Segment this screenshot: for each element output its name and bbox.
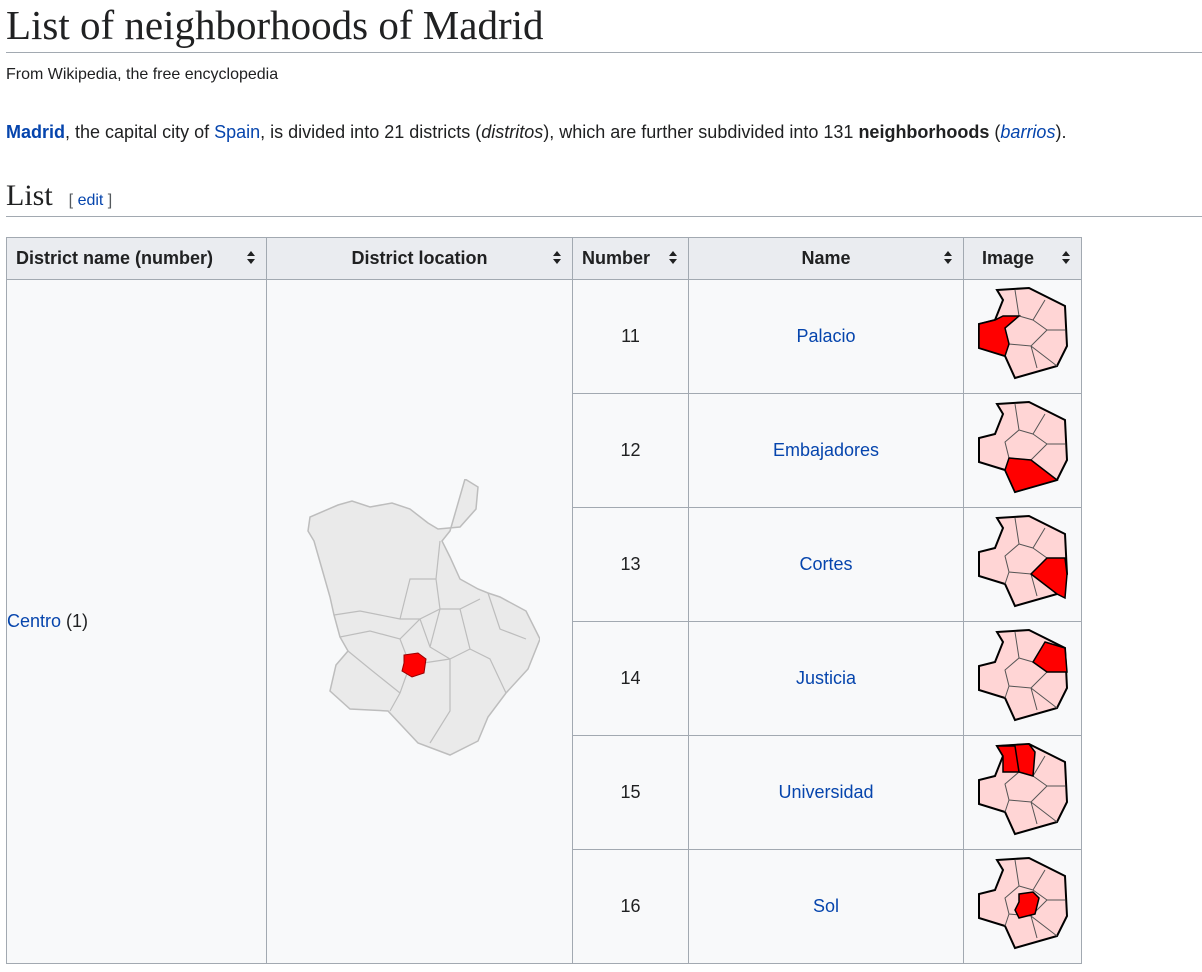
district-location-cell (266, 279, 573, 964)
page-title: List of neighborhoods of Madrid (6, 0, 1202, 53)
edit-bracket-open: [ (68, 192, 78, 209)
sort-arrows-icon[interactable] (943, 251, 953, 265)
section-heading-text: List (6, 179, 53, 212)
header-location[interactable]: District location (266, 237, 573, 280)
header-name-label: Name (801, 248, 851, 268)
neighborhood-name-cell: Cortes (688, 507, 964, 622)
neighborhood-map-icon[interactable] (975, 742, 1071, 838)
neighborhood-link[interactable]: Embajadores (772, 440, 880, 460)
edit-link[interactable]: edit (77, 192, 104, 209)
district-cell: Centro (1) (6, 279, 267, 964)
header-number[interactable]: Number (572, 237, 689, 280)
header-image[interactable]: Image (963, 237, 1082, 280)
intro-neighborhoods: neighborhoods (858, 122, 990, 142)
neighborhood-image-cell (963, 279, 1082, 394)
district-number: (1) (61, 611, 89, 631)
sort-arrows-icon[interactable] (668, 251, 678, 265)
header-district-label: District name (number) (16, 248, 214, 268)
edit-bracket-close: ] (103, 192, 113, 209)
neighborhood-name-cell: Sol (688, 849, 964, 964)
neighborhood-name-cell: Palacio (688, 279, 964, 394)
table-row: 16 Sol (7, 849, 1082, 964)
header-name[interactable]: Name (688, 237, 964, 280)
neighborhood-link[interactable]: Justicia (795, 668, 857, 688)
neighborhood-name-cell: Universidad (688, 735, 964, 850)
neighborhood-link[interactable]: Universidad (778, 782, 874, 802)
header-district[interactable]: District name (number) (6, 237, 267, 280)
link-madrid[interactable]: Madrid (6, 122, 66, 142)
neighborhood-map-icon[interactable] (975, 400, 1071, 496)
neighborhood-number: 14 (572, 621, 689, 736)
neighborhood-map-icon[interactable] (975, 286, 1071, 382)
neighborhood-map-icon[interactable] (975, 856, 1071, 952)
sort-arrows-icon[interactable] (246, 251, 256, 265)
sort-arrows-icon[interactable] (1061, 251, 1071, 265)
neighborhood-map-icon[interactable] (975, 514, 1071, 610)
link-spain[interactable]: Spain (214, 122, 261, 142)
table-row: 15 Universidad (7, 735, 1082, 850)
neighborhoods-table: District name (number) District location… (6, 237, 1082, 964)
intro-text-1: , the capital city of (65, 122, 215, 142)
sort-arrows-icon[interactable] (552, 251, 562, 265)
header-image-label: Image (982, 248, 1035, 268)
edit-section: [ edit ] (69, 192, 113, 209)
header-location-label: District location (351, 248, 488, 268)
table-row: 13 Cortes (7, 507, 1082, 622)
neighborhood-link[interactable]: Cortes (799, 554, 853, 574)
intro-text-2: , is divided into 21 districts ( (260, 122, 482, 142)
neighborhood-number: 16 (572, 849, 689, 964)
neighborhood-number: 13 (572, 507, 689, 622)
neighborhood-image-cell (963, 621, 1082, 736)
intro-text-3: ), which are further subdivided into 131 (543, 122, 859, 142)
section-heading: List [ edit ] (6, 176, 1202, 217)
tagline: From Wikipedia, the free encyclopedia (6, 66, 279, 83)
neighborhood-link[interactable]: Palacio (796, 326, 856, 346)
neighborhood-number: 15 (572, 735, 689, 850)
neighborhood-map-icon[interactable] (975, 628, 1071, 724)
link-barrios[interactable]: barrios (1000, 122, 1056, 142)
neighborhood-image-cell (963, 849, 1082, 964)
intro-text-4: ( (989, 122, 1001, 142)
table-row: 14 Justicia (7, 621, 1082, 736)
table-row: Centro (1) 11 Palacio (6, 279, 1082, 964)
neighborhood-number: 12 (572, 393, 689, 508)
intro-distritos: distritos (481, 122, 544, 142)
neighborhood-image-cell (963, 393, 1082, 508)
neighborhood-number: 11 (572, 279, 689, 394)
neighborhood-name-cell: Justicia (688, 621, 964, 736)
intro-text-5: ). (1055, 122, 1067, 142)
district-link-centro[interactable]: Centro (7, 611, 62, 631)
header-number-label: Number (582, 248, 651, 268)
neighborhood-name-cell: Embajadores (688, 393, 964, 508)
intro-paragraph: Madrid, the capital city of Spain, is di… (6, 120, 1066, 144)
neighborhood-link[interactable]: Sol (812, 896, 839, 916)
neighborhood-image-cell (963, 735, 1082, 850)
madrid-district-map[interactable] (300, 477, 541, 759)
neighborhood-image-cell (963, 507, 1082, 622)
table-row: 12 Embajadores (7, 393, 1082, 508)
